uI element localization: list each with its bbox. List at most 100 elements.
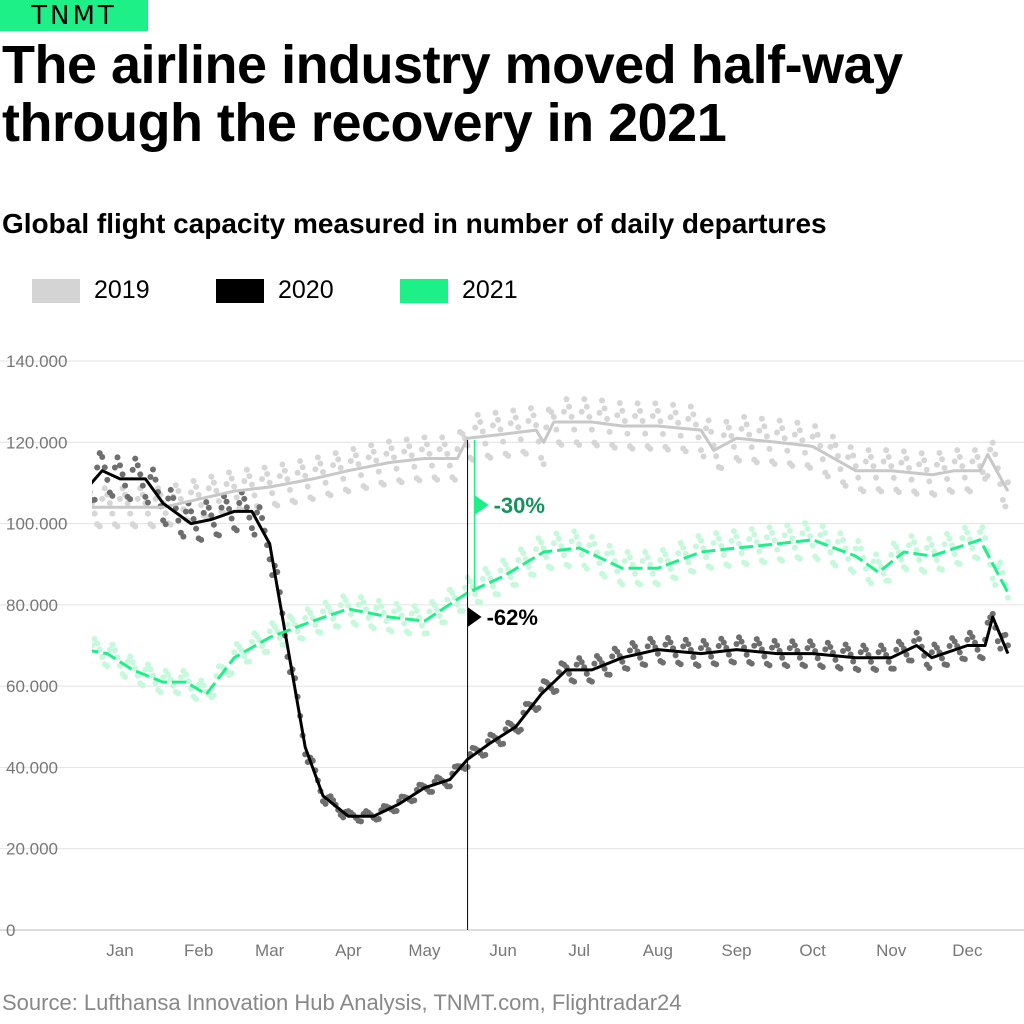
dot-2020	[667, 639, 674, 646]
dot-2019	[149, 523, 156, 530]
dot-2021	[784, 522, 791, 529]
dot-2019	[862, 458, 869, 465]
dot-2019	[878, 488, 885, 495]
dot-2021	[657, 557, 664, 564]
dot-2021	[144, 661, 151, 668]
dot-2020	[535, 704, 542, 711]
dot-2019	[550, 413, 557, 420]
dot-2021	[284, 621, 291, 628]
dot-2021	[961, 524, 968, 531]
dot-2021	[926, 535, 933, 542]
dot-2021	[177, 674, 184, 681]
dot-2019	[817, 442, 824, 449]
dot-2019	[210, 479, 217, 486]
dot-2020	[241, 495, 248, 502]
dot-2021	[228, 670, 235, 677]
dot-2021	[786, 527, 793, 534]
dot-2019	[213, 487, 220, 494]
dot-2020	[188, 508, 195, 515]
dot-2020	[774, 642, 781, 649]
dot-2021	[624, 549, 631, 556]
dot-2021	[774, 546, 781, 553]
dot-2019	[588, 426, 595, 433]
dot-2021	[129, 659, 136, 666]
dot-2019	[984, 472, 991, 479]
dot-2021	[855, 538, 862, 545]
dot-2021	[804, 525, 811, 532]
dot-2021	[672, 575, 679, 582]
dot-2020	[228, 515, 235, 522]
dot-2021	[756, 548, 763, 555]
dot-2019	[687, 403, 694, 410]
dot-2021	[479, 575, 486, 582]
dot-2019	[576, 441, 583, 448]
dot-2020	[127, 496, 134, 503]
dot-2019	[801, 449, 808, 456]
dot-2020	[890, 665, 897, 672]
dot-2021	[753, 539, 760, 546]
dot-2019	[246, 473, 253, 480]
dot-2019	[416, 477, 423, 484]
dot-2020	[215, 532, 222, 539]
dot-2021	[418, 622, 425, 629]
dot-2019	[190, 478, 197, 485]
dot-2021	[720, 552, 727, 559]
annotation-marker-icon	[474, 495, 489, 515]
dot-2021	[553, 530, 560, 537]
dot-2020	[659, 659, 666, 666]
dot-2019	[370, 448, 377, 455]
legend-swatch-2019	[32, 278, 80, 303]
dot-2020	[137, 471, 144, 478]
dot-2021	[999, 569, 1006, 576]
dot-2019	[921, 457, 928, 464]
dot-2020	[875, 649, 882, 656]
dot-2021	[779, 557, 786, 564]
dot-2021	[299, 635, 306, 642]
dot-2020	[885, 658, 892, 665]
dot-2021	[977, 529, 984, 536]
dot-2019	[101, 485, 108, 492]
dot-2021	[540, 545, 547, 552]
dot-2019	[812, 423, 819, 430]
dot-2021	[477, 599, 484, 606]
dot-2019	[406, 443, 413, 450]
dot-2021	[335, 623, 342, 630]
dot-2019	[99, 495, 106, 502]
dot-2020	[129, 466, 136, 473]
dot-2019	[505, 452, 512, 459]
dot-2020	[236, 500, 243, 507]
dot-2020	[571, 678, 578, 685]
dot-2019	[117, 495, 123, 502]
dot-2019	[931, 491, 938, 498]
dot-2021	[966, 536, 973, 543]
dot-2019	[606, 428, 613, 435]
dot-2019	[637, 407, 644, 414]
dot-2019	[906, 464, 913, 471]
dot-2019	[796, 427, 803, 434]
dot-2019	[553, 426, 560, 433]
dot-2019	[144, 510, 151, 517]
dot-2020	[251, 531, 258, 538]
dot-2021	[198, 677, 205, 684]
dot-2021	[160, 674, 167, 681]
dot-2021	[852, 545, 859, 552]
dot-2019	[581, 396, 588, 403]
dot-2020	[916, 636, 923, 643]
dot-2021	[842, 545, 849, 552]
dot-2020	[969, 633, 976, 640]
dot-2021	[969, 545, 976, 552]
dot-2019	[302, 472, 309, 479]
dot-2019	[961, 474, 968, 481]
dot-2021	[294, 628, 301, 635]
dot-2020	[111, 464, 118, 471]
dot-2020	[619, 658, 626, 665]
dot-2019	[274, 502, 281, 509]
dot-2020	[845, 645, 852, 652]
dot-2021	[746, 536, 753, 543]
dot-2021	[982, 535, 989, 542]
dot-2020	[632, 643, 639, 650]
dot-2019	[403, 436, 410, 443]
dot-2020	[624, 665, 631, 672]
dot-2019	[992, 451, 999, 458]
dot-2019	[535, 438, 542, 445]
